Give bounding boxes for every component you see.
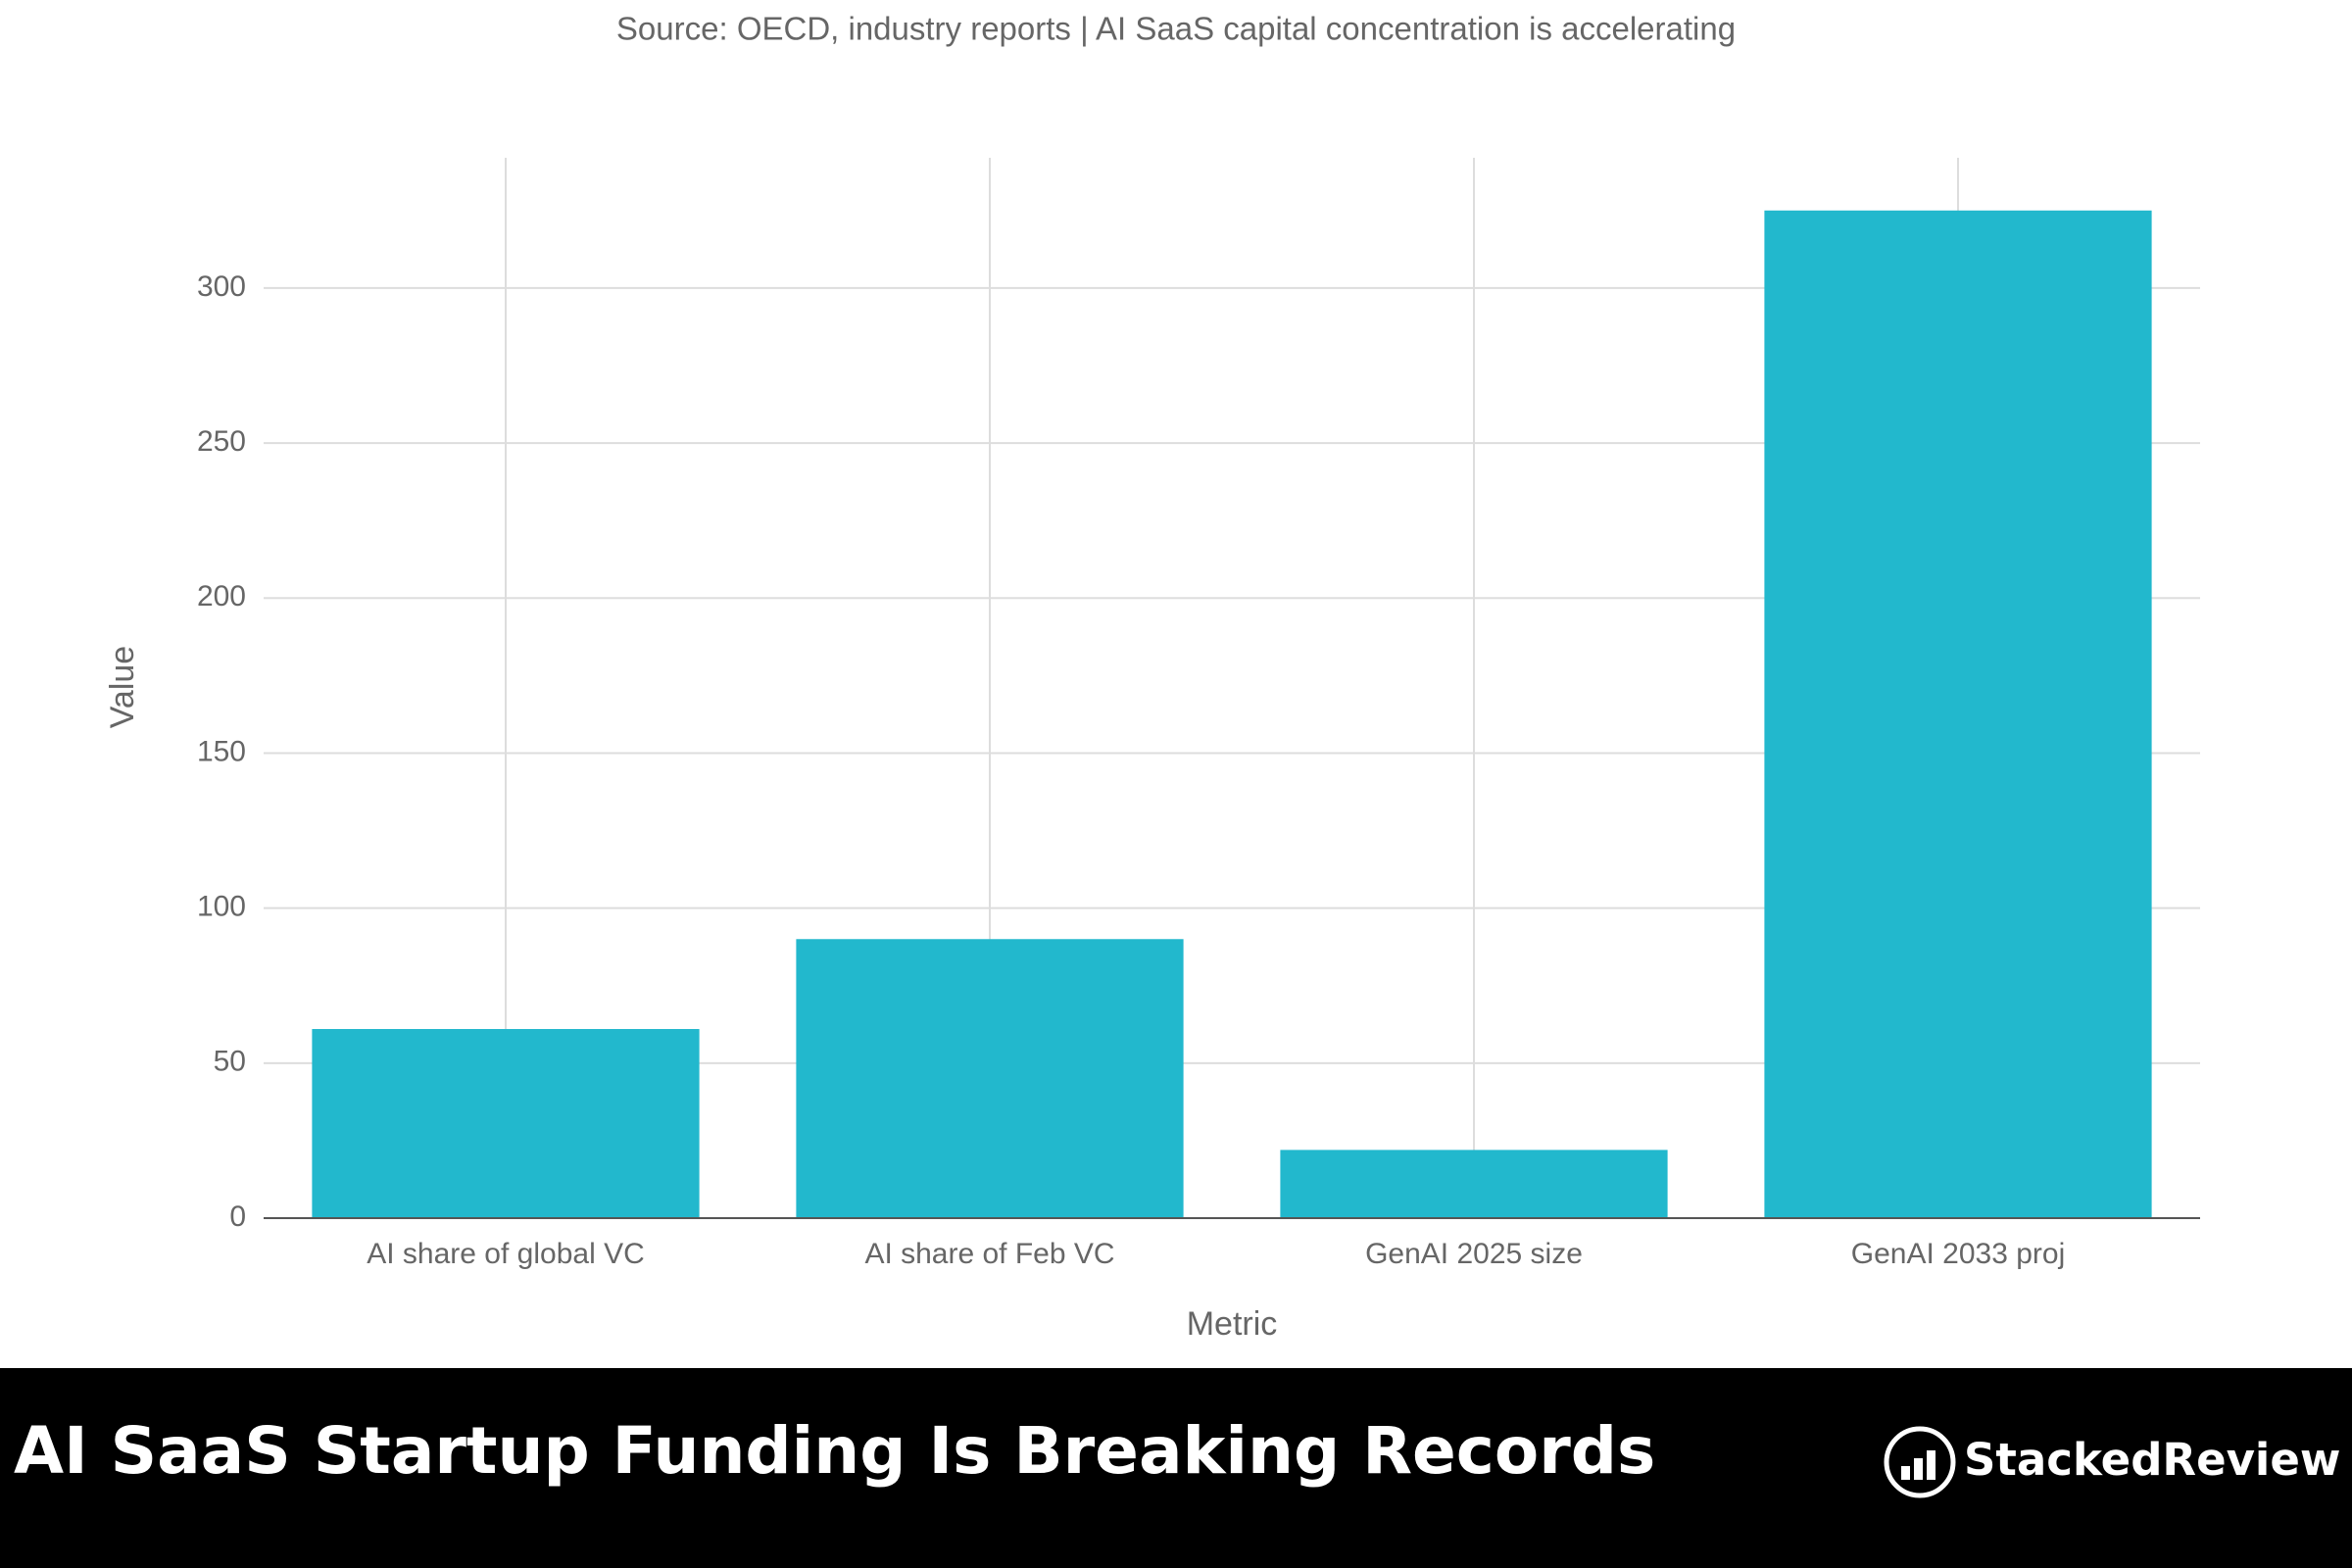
- y-tick-label: 200: [197, 580, 246, 612]
- y-tick-label: 300: [197, 270, 246, 303]
- x-tick-label: AI share of global VC: [367, 1238, 645, 1270]
- brand-name: StackedReview: [1964, 1434, 2340, 1486]
- y-tick-label: 100: [197, 891, 246, 923]
- footer-title: AI SaaS Startup Funding Is Breaking Reco…: [14, 1413, 1655, 1489]
- footer-band: [0, 1368, 2352, 1568]
- x-tick-label: AI share of Feb VC: [864, 1238, 1114, 1270]
- y-axis-title: Value: [104, 646, 141, 728]
- y-tick-label: 150: [197, 735, 246, 767]
- y-tick-label: 50: [214, 1046, 246, 1078]
- y-tick-label: 0: [229, 1200, 246, 1233]
- brand-icon-bars: [1901, 1450, 1936, 1480]
- bar: [796, 939, 1184, 1218]
- x-tick-label: GenAI 2033 proj: [1851, 1238, 2065, 1270]
- brand-icon: [1884, 1426, 1956, 1498]
- x-tick-label: GenAI 2025 size: [1365, 1238, 1583, 1270]
- y-tick-label: 250: [197, 425, 246, 458]
- chart-subtitle: Source: OECD, industry reports | AI SaaS…: [616, 11, 1736, 47]
- bar: [1280, 1150, 1668, 1218]
- bar: [1764, 210, 2152, 1218]
- x-axis-title: Metric: [1187, 1305, 1278, 1343]
- bar: [312, 1029, 700, 1218]
